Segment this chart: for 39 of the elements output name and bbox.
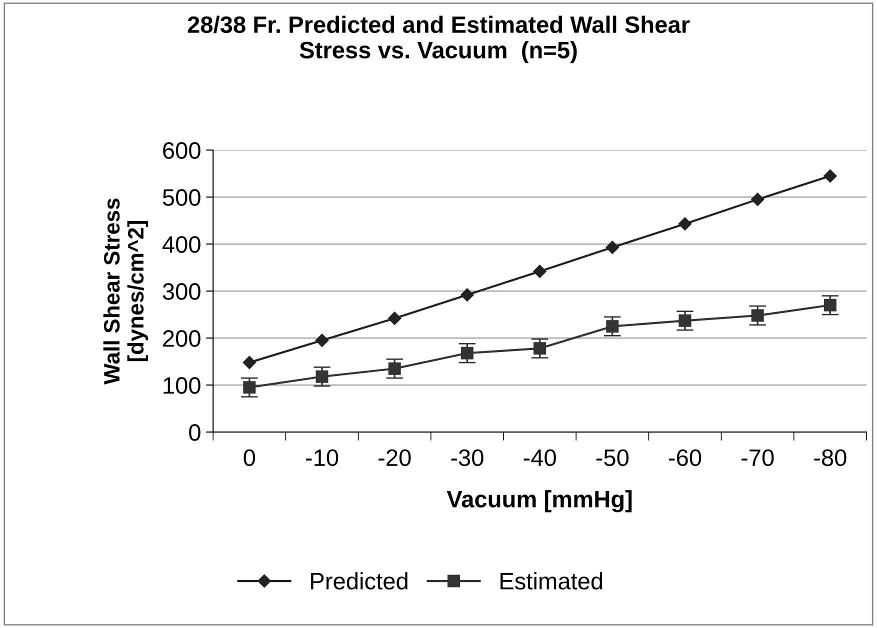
point	[751, 309, 764, 322]
y-tick-label: 600	[163, 142, 200, 159]
point	[678, 217, 692, 230]
point	[824, 169, 837, 183]
point	[606, 240, 619, 254]
legend-label: Predicted	[311, 572, 408, 590]
x-tick-label: -20	[378, 449, 411, 466]
point	[750, 192, 764, 206]
y-tick-label: 0	[189, 424, 200, 441]
point	[678, 314, 692, 327]
chart-title: 28/38 Fr. Predicted and Estimated Wall Shear Stress vs. Vacuum (n=5)	[188, 16, 690, 64]
point	[460, 288, 474, 302]
point	[533, 264, 546, 278]
x-axis-title: Vacuum [mmHg]	[446, 490, 632, 512]
x-tick-label: 0	[244, 449, 256, 466]
legend-label: Estimated	[500, 572, 602, 590]
x-tick-label: -50	[596, 449, 629, 466]
x-tick-label: -70	[742, 449, 774, 466]
x-tick-label: -60	[668, 449, 702, 466]
point	[315, 334, 329, 348]
point	[388, 362, 401, 375]
y-tick-label: 100	[164, 377, 200, 394]
point	[606, 320, 619, 333]
y-tick-label: 300	[162, 283, 200, 300]
y-tick-label: 200	[163, 330, 200, 347]
point	[388, 312, 402, 325]
x-tick-label: -30	[451, 449, 484, 466]
point	[824, 298, 836, 312]
point	[460, 346, 474, 360]
y-tick-label: 500	[162, 189, 200, 206]
y-tick-label: 400	[162, 236, 200, 253]
y-axis-title: Wall Shear Stress [dynes/cm^2]	[103, 198, 148, 385]
point	[242, 356, 256, 370]
x-tick-label: -40	[524, 449, 556, 466]
x-tick-label: -80	[814, 449, 846, 466]
point	[316, 370, 328, 383]
x-tick-label: -10	[306, 449, 338, 466]
point	[534, 342, 546, 355]
point	[243, 381, 256, 394]
